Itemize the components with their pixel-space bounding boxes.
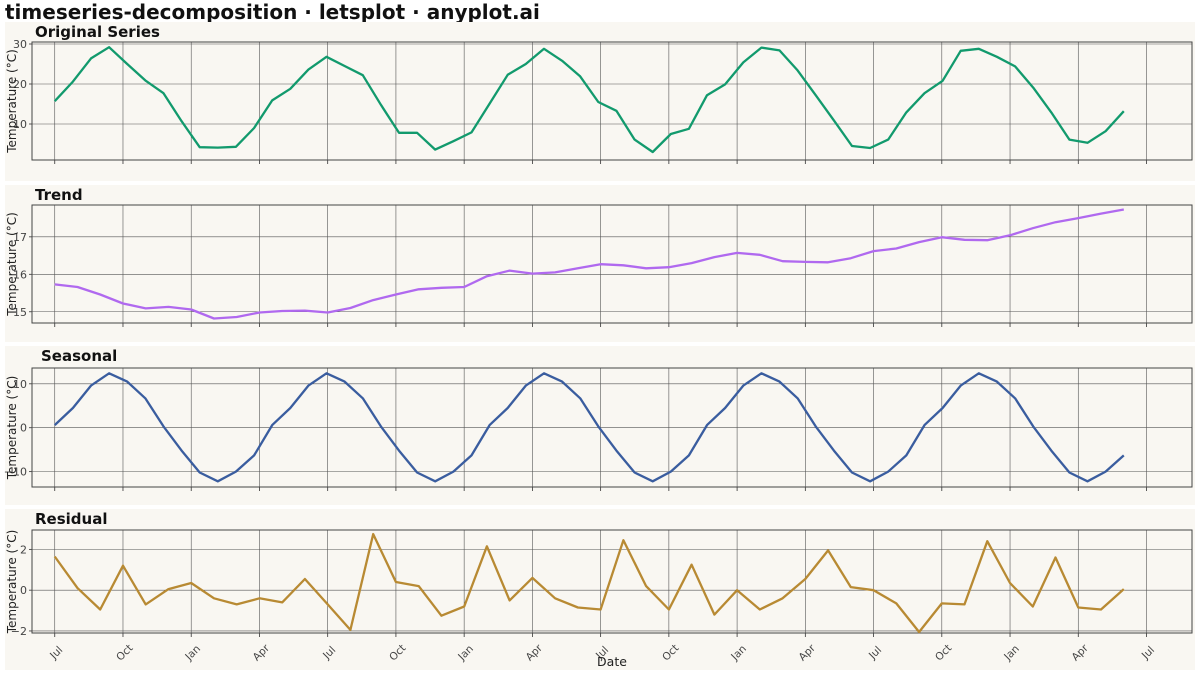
y-tick-label: 30 [13, 38, 27, 51]
y-axis-title: Temperature (°C) [5, 49, 19, 154]
y-tick-label: 16 [13, 268, 27, 281]
panel-title: Trend [35, 186, 83, 204]
y-tick-label: 15 [13, 306, 27, 319]
panel-title: Original Series [35, 23, 160, 41]
y-tick-label: 0 [20, 422, 27, 435]
panel-title: Seasonal [41, 347, 117, 365]
y-tick-label: −2 [11, 625, 27, 638]
y-tick-label: 17 [13, 231, 27, 244]
series-line [53, 46, 1125, 154]
y-axis-title: Temperature (°C) [5, 376, 19, 481]
x-axis-title: Date [597, 654, 627, 669]
y-axis-title: Temperature (°C) [5, 212, 19, 317]
panel-background [5, 509, 1195, 670]
series-line [54, 208, 1125, 320]
y-tick-label: 20 [13, 78, 27, 91]
y-tick-label: 10 [13, 118, 27, 131]
y-tick-label: 10 [13, 378, 27, 391]
panel-frame [31, 41, 1193, 161]
panel-frame [31, 367, 1193, 488]
panel-frame [31, 529, 1193, 634]
y-axis-title: Temperature (°C) [5, 530, 19, 635]
series-line [53, 372, 1125, 483]
series-line [53, 532, 1125, 634]
panel-background [5, 346, 1195, 505]
y-tick-label: −10 [4, 466, 27, 479]
chart-title: timeseries-decomposition · letsplot · an… [5, 0, 540, 24]
panel-background [5, 22, 1195, 181]
y-tick-label: 2 [20, 543, 27, 556]
panel-title: Residual [35, 510, 107, 528]
y-tick-label: 0 [20, 584, 27, 597]
panel-frame [31, 204, 1193, 324]
